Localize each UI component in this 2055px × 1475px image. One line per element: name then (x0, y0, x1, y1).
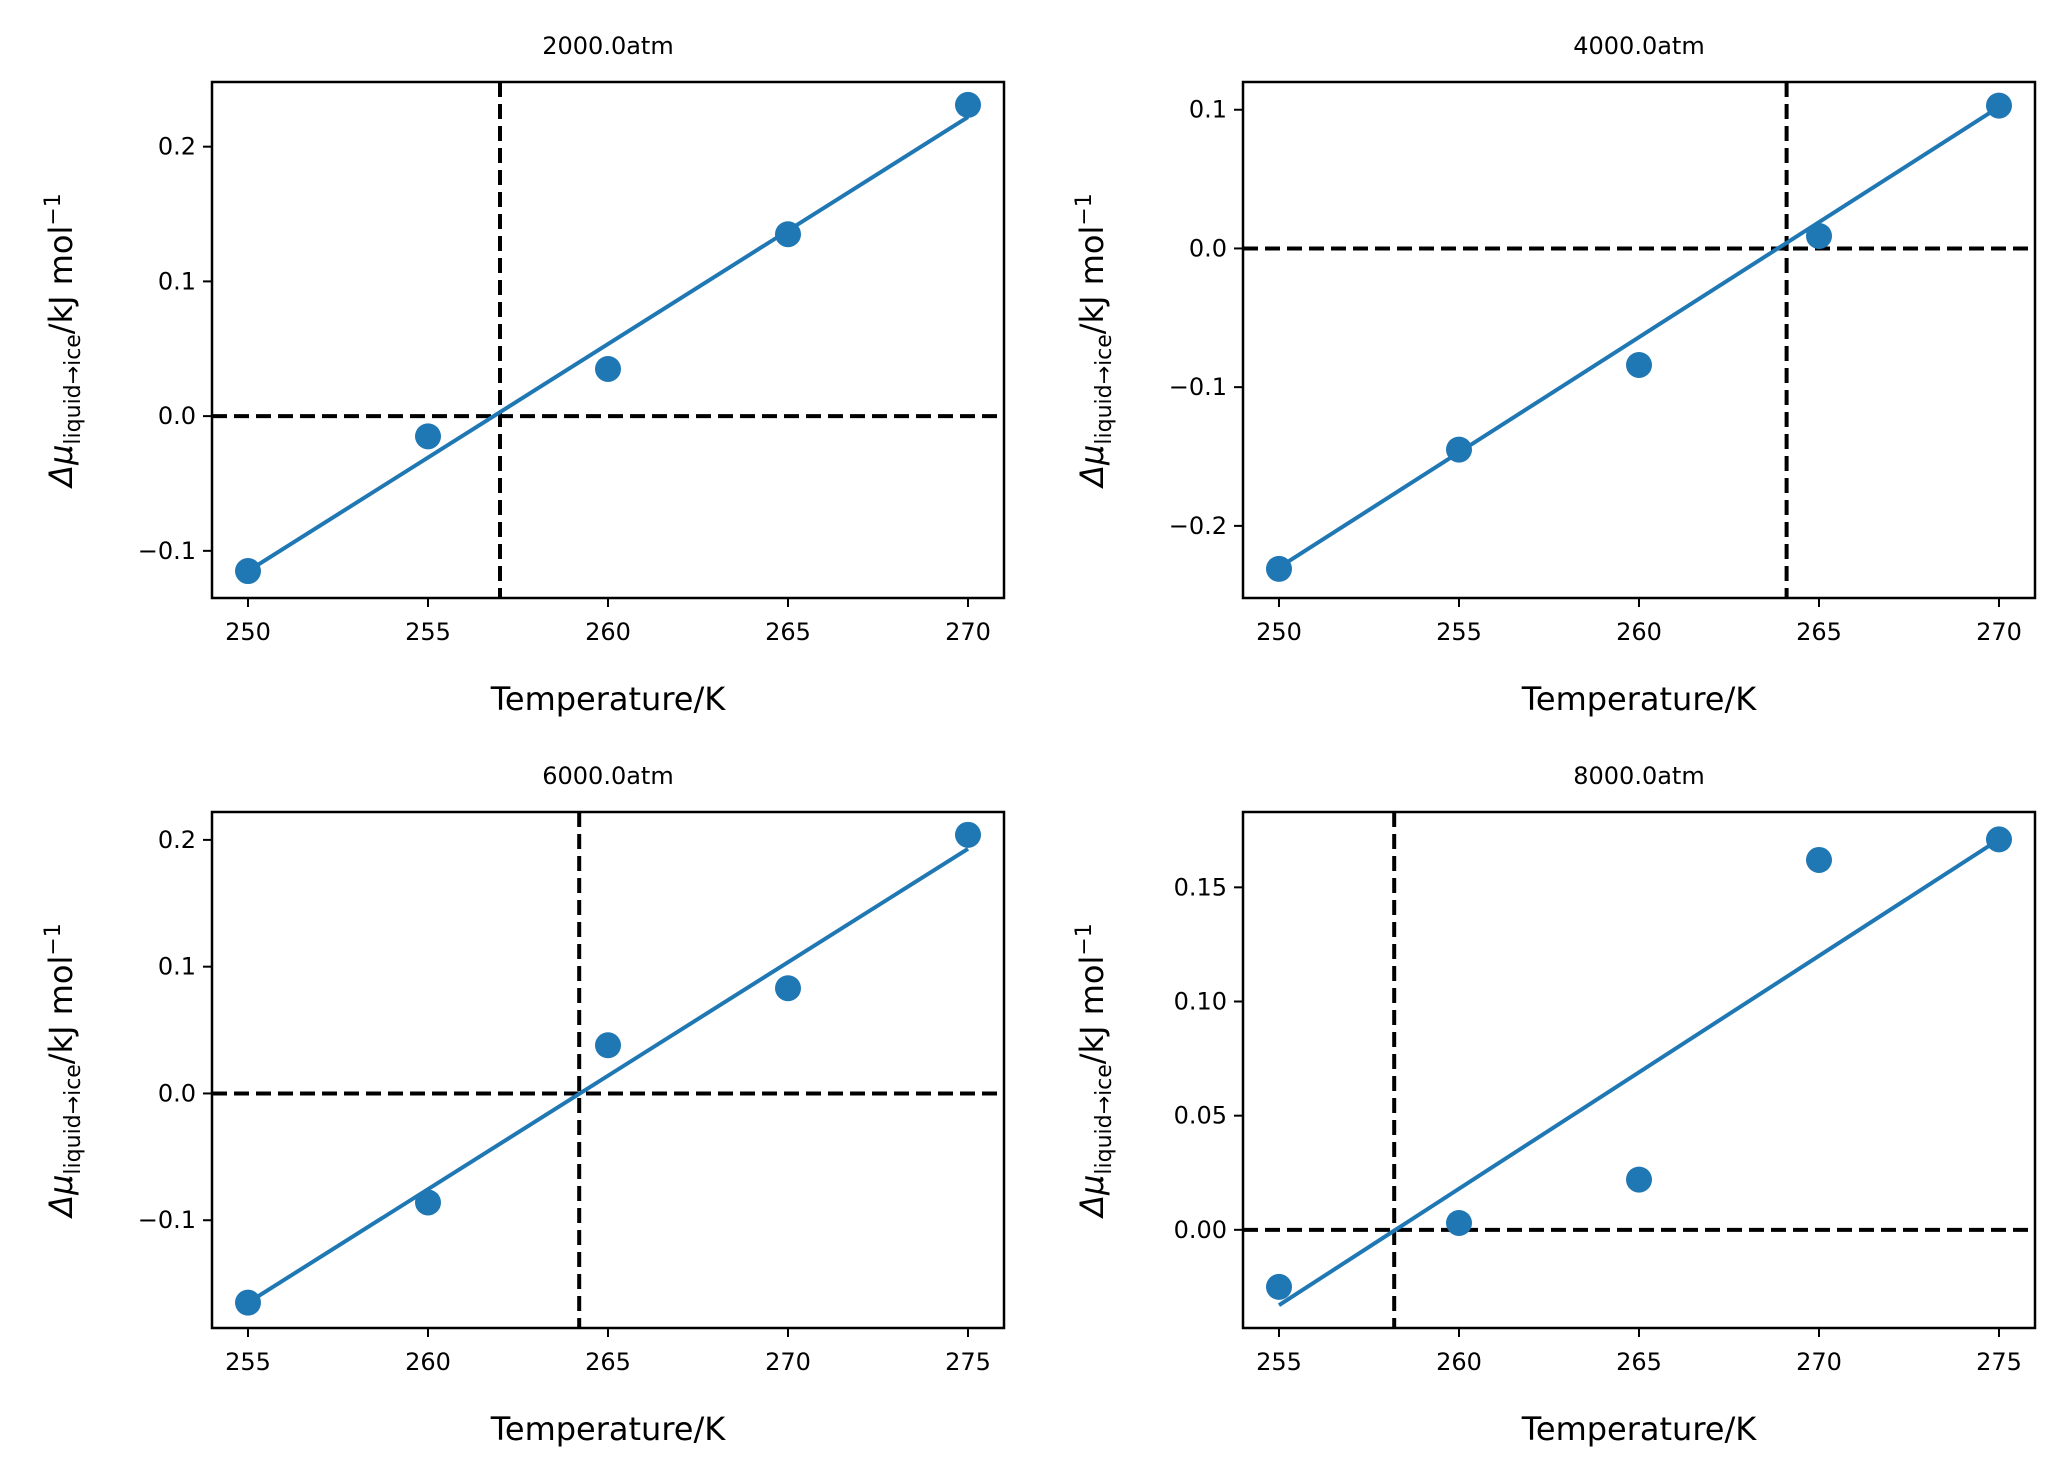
data-point (415, 1189, 441, 1216)
chart-panel-3: 6000.0atm 255 260 265 270 275 −0.1 0.0 0.1 0.2 Tem… (41, 762, 1006, 1448)
data-point (1986, 92, 2012, 119)
y-tick-label: 0.15 (1174, 873, 1227, 901)
fit-line (1277, 105, 2001, 570)
x-tick-label: 265 (1796, 618, 1842, 646)
y-tick-label: 0.2 (158, 133, 196, 161)
panel-title: 2000.0atm (542, 32, 673, 60)
data-point (775, 975, 801, 1002)
data-point (1446, 436, 1472, 463)
data-point (1446, 1209, 1472, 1236)
fit-line (1277, 837, 2001, 1307)
x-tick-label: 270 (945, 618, 991, 646)
panel-title: 4000.0atm (1573, 32, 1704, 60)
y-tick-label: 0.00 (1174, 1216, 1227, 1244)
data-point (1266, 1273, 1292, 1300)
y-tick-label: −0.1 (1169, 373, 1227, 401)
y-tick-label: 0.0 (158, 402, 196, 430)
x-tick-label: 255 (405, 618, 451, 646)
x-tick-label: 265 (585, 1348, 631, 1376)
panel-title: 6000.0atm (542, 762, 673, 790)
y-axis-label: Δμliquid→ice/kJ mol−1 (41, 923, 86, 1220)
y-axis-label: Δμliquid→ice/kJ mol−1 (1072, 193, 1117, 490)
data-point (1266, 555, 1292, 582)
y-tick-label: 0.1 (1189, 96, 1227, 124)
x-tick-label: 270 (765, 1348, 811, 1376)
y-tick-label: 0.2 (158, 826, 196, 854)
fit-line (246, 115, 970, 573)
x-axis-label: Temperature/K (1521, 680, 1757, 718)
chart-panel-4: 8000.0atm 255 260 265 270 275 0.00 0.05 0.10 0.15… (1072, 762, 2037, 1448)
y-axis-label: Δμliquid→ice/kJ mol−1 (41, 193, 86, 490)
data-point (1626, 1166, 1652, 1193)
panel-title: 8000.0atm (1573, 762, 1704, 790)
data-point (1986, 826, 2012, 853)
y-tick-label: −0.2 (1169, 512, 1227, 540)
x-tick-label: 270 (1796, 1348, 1842, 1376)
x-tick-label: 250 (1256, 618, 1302, 646)
chart-panel-2: 4000.0atm 250 255 260 265 270 −0.2 −0.1 0.0 0.1 Te… (1072, 32, 2037, 718)
x-tick-label: 265 (1616, 1348, 1662, 1376)
y-tick-label: −0.1 (138, 1206, 196, 1234)
y-tick-label: 0.0 (158, 1079, 196, 1107)
data-point (1626, 351, 1652, 378)
x-tick-label: 265 (765, 618, 811, 646)
x-axis-label: Temperature/K (1521, 1410, 1757, 1448)
data-point (955, 821, 981, 848)
x-tick-label: 255 (225, 1348, 271, 1376)
data-point (1806, 846, 1832, 873)
x-tick-label: 275 (945, 1348, 991, 1376)
x-tick-label: 260 (1616, 618, 1662, 646)
y-tick-label: 0.0 (1189, 234, 1227, 262)
x-tick-label: 255 (1256, 1348, 1302, 1376)
x-tick-label: 275 (1976, 1348, 2022, 1376)
fit-line (246, 847, 970, 1305)
y-axis-label: Δμliquid→ice/kJ mol−1 (1072, 923, 1117, 1220)
data-point (235, 558, 261, 585)
data-point (415, 423, 441, 450)
chart-panel-1: 2000.0atm 250 255 260 265 270 −0.1 0.0 0.1 0.2 Tem… (41, 32, 1006, 718)
data-point (595, 1032, 621, 1059)
x-axis-label: Temperature/K (490, 1410, 726, 1448)
x-tick-label: 250 (225, 618, 271, 646)
data-point (1806, 222, 1832, 249)
x-tick-label: 270 (1976, 618, 2022, 646)
data-point (955, 91, 981, 118)
x-tick-label: 255 (1436, 618, 1482, 646)
data-point (775, 221, 801, 248)
y-tick-label: 0.1 (158, 267, 196, 295)
y-tick-label: 0.10 (1174, 988, 1227, 1016)
y-tick-label: 0.05 (1174, 1102, 1227, 1130)
x-tick-label: 260 (405, 1348, 451, 1376)
y-tick-label: −0.1 (138, 537, 196, 565)
data-point (235, 1289, 261, 1316)
x-axis-label: Temperature/K (490, 680, 726, 718)
x-tick-label: 260 (1436, 1348, 1482, 1376)
data-point (595, 355, 621, 382)
y-tick-label: 0.1 (158, 953, 196, 981)
x-tick-label: 260 (585, 618, 631, 646)
